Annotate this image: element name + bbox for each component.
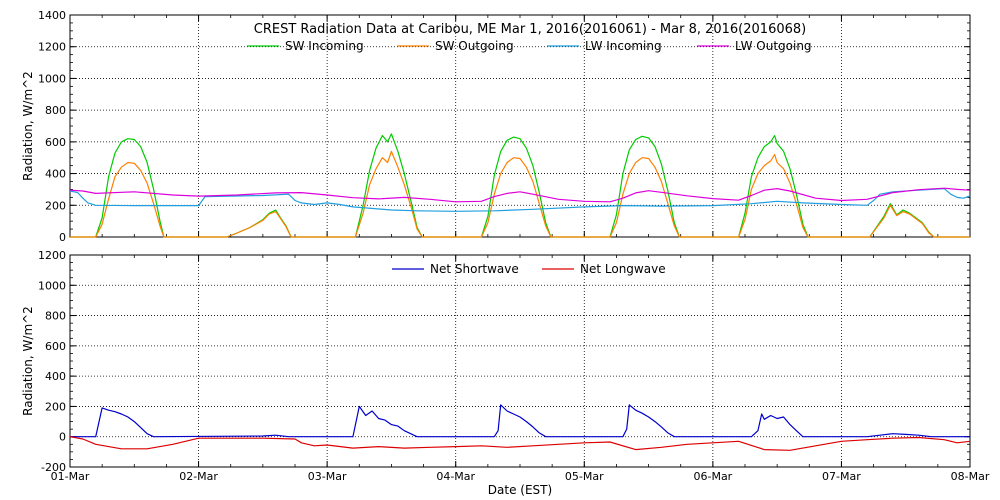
x-tick-label-6: 07-Mar: [822, 470, 861, 483]
y-tick-label-0-0: 0: [59, 231, 66, 244]
y-tick-label-0-5: 1000: [38, 72, 66, 85]
series-line-lw-incoming: [69, 188, 971, 212]
bottom-y-axis-label: Radiation, W/m^2: [21, 306, 35, 416]
x-tick-label-5: 06-Mar: [693, 470, 732, 483]
legend-label-lw-incoming: LW Incoming: [585, 39, 662, 53]
top-y-axis-label: Radiation, W/m^2: [21, 71, 35, 181]
y-tick-label-0-6: 1200: [38, 41, 66, 54]
y-tick-label-1-7: 1200: [38, 249, 66, 262]
x-tick-label-4: 05-Mar: [565, 470, 604, 483]
series-line-lw-outgoing: [69, 187, 971, 203]
series-line-sw-incoming: [70, 133, 970, 238]
y-tick-label-0-3: 600: [45, 136, 66, 149]
x-tick-label-0: 01-Mar: [51, 470, 90, 483]
series-line-net-longwave: [69, 436, 971, 451]
y-tick-label-1-4: 600: [45, 340, 66, 353]
legend-label-lw-outgoing: LW Outgoing: [735, 39, 812, 53]
series-line-sw-outgoing: [70, 150, 970, 238]
y-tick-label-0-1: 200: [45, 199, 66, 212]
y-tick-label-0-2: 400: [45, 168, 66, 181]
chart-title: CREST Radiation Data at Caribou, ME Mar …: [254, 22, 806, 37]
x-tick-label-7: 08-Mar: [951, 470, 990, 483]
y-tick-label-0-7: 1400: [38, 9, 66, 22]
legend-label-net-longwave: Net Longwave: [580, 262, 666, 276]
x-tick-label-2: 03-Mar: [308, 470, 347, 483]
y-tick-label-1-2: 200: [45, 400, 66, 413]
y-tick-label-0-4: 800: [45, 104, 66, 117]
x-tick-label-1: 02-Mar: [179, 470, 218, 483]
y-tick-label-1-6: 1000: [38, 279, 66, 292]
legend-label-sw-outgoing: SW Outgoing: [435, 39, 514, 53]
legend-label-sw-incoming: SW Incoming: [285, 39, 364, 53]
x-tick-label-3: 04-Mar: [436, 470, 475, 483]
legend-label-net-shortwave: Net Shortwave: [430, 262, 519, 276]
y-tick-label-1-1: 0: [59, 431, 66, 444]
x-axis-label: Date (EST): [488, 483, 552, 497]
y-tick-label-1-0: -200: [41, 461, 66, 474]
y-tick-label-1-5: 800: [45, 310, 66, 323]
plot-frame-1: [69, 254, 971, 468]
series-line-net-shortwave: [70, 404, 970, 438]
chart-layers: 0 200 400 600 800 1000 1200 1400 SW Incoming SW O…: [38, 9, 990, 483]
y-tick-label-1-3: 400: [45, 370, 66, 383]
